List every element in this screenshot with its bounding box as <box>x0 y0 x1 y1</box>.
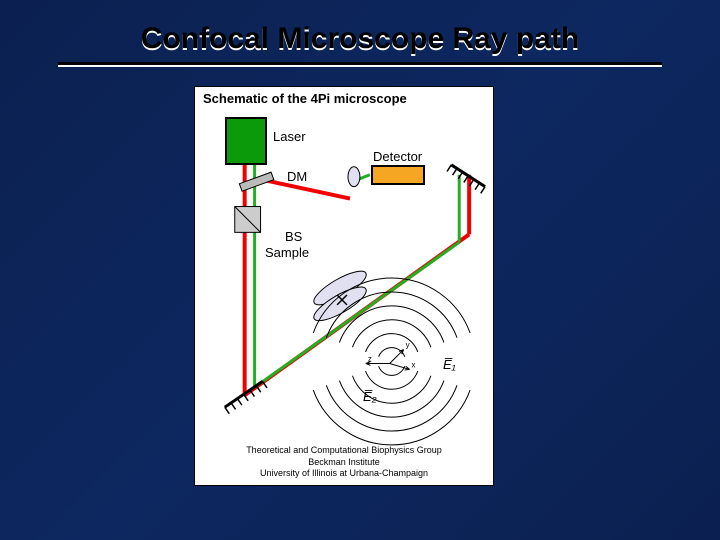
svg-text:z: z <box>368 354 372 363</box>
title-underline <box>58 62 662 65</box>
label-detector: Detector <box>373 149 422 164</box>
credit-line-3: University of Illinois at Urbana-Champai… <box>195 468 493 479</box>
detector-box <box>371 165 425 185</box>
laser-box <box>225 117 267 165</box>
label-e1: E̅₁ <box>443 357 456 372</box>
credit-line-2: Beckman Institute <box>195 457 493 468</box>
schematic-title: Schematic of the 4Pi microscope <box>203 91 407 106</box>
label-e2: E̅₂ <box>363 389 377 404</box>
title-text: Confocal Microscope Ray path <box>141 22 579 55</box>
schematic-diagram: Schematic of the 4Pi microscope z y x Lase… <box>194 86 494 486</box>
label-bs: BS <box>285 229 302 244</box>
svg-text:y: y <box>406 341 410 350</box>
svg-text:x: x <box>412 360 416 369</box>
credit-block: Theoretical and Computational Biophysics… <box>195 445 493 479</box>
label-sample: Sample <box>265 245 309 260</box>
label-dm: DM <box>287 169 307 184</box>
page-title: Confocal Microscope Ray path <box>0 0 720 56</box>
label-laser: Laser <box>273 129 306 144</box>
credit-line-1: Theoretical and Computational Biophysics… <box>195 445 493 456</box>
